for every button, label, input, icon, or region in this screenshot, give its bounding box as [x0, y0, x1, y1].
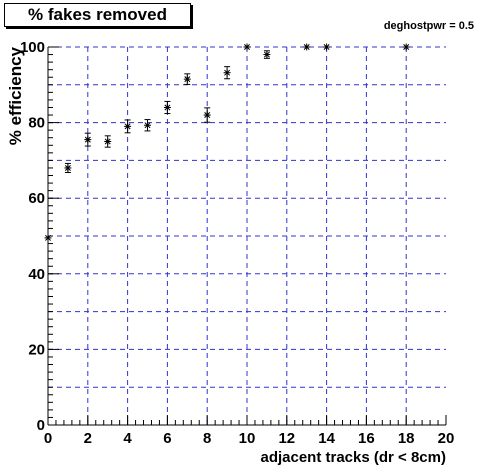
- y-tick-label: 60: [28, 190, 45, 207]
- data-point: [44, 234, 52, 242]
- data-point: [223, 66, 231, 80]
- data-point: [64, 162, 72, 173]
- x-tick-label: 2: [84, 430, 92, 447]
- data-point: [263, 50, 271, 59]
- data-point: [104, 135, 112, 148]
- x-tick-label: 20: [438, 430, 455, 447]
- data-point: [84, 132, 92, 147]
- x-tick-label: 0: [44, 430, 52, 447]
- data-point: [323, 43, 331, 51]
- data-point: [402, 43, 410, 51]
- data-point: [144, 119, 151, 132]
- y-tick-label: 80: [28, 115, 45, 132]
- x-tick-label: 6: [163, 430, 171, 447]
- x-tick-label: 12: [278, 430, 295, 447]
- x-tick-label: 14: [318, 430, 335, 447]
- x-tick-label: 4: [123, 430, 132, 447]
- x-tick-label: 10: [239, 430, 256, 447]
- x-tick-label: 18: [398, 430, 415, 447]
- data-point: [163, 100, 171, 115]
- chart-title: % fakes removed: [4, 3, 191, 27]
- data-point: [203, 107, 211, 123]
- x-tick-label: 8: [203, 430, 211, 447]
- data-point: [303, 43, 311, 51]
- data-point: [183, 73, 191, 85]
- x-tick-label: 16: [358, 430, 375, 447]
- y-tick-label: 40: [28, 266, 45, 283]
- data-point: [243, 43, 251, 51]
- y-tick-label: 100: [20, 39, 45, 56]
- y-axis-label: % efficiency: [6, 46, 25, 145]
- data-point: [124, 119, 132, 134]
- y-tick-label: 0: [37, 417, 45, 434]
- chart-subtitle: deghostpwr = 0.5: [383, 20, 474, 32]
- x-axis-label: adjacent tracks (dr < 8cm): [260, 449, 446, 466]
- y-tick-label: 20: [28, 341, 45, 358]
